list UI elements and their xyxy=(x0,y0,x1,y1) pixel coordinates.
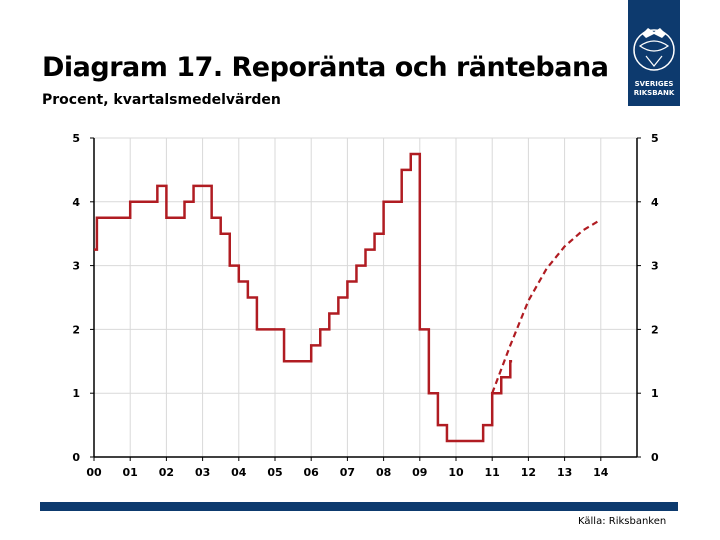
x-tick-label: 00 xyxy=(86,466,102,479)
source-note: Källa: Riksbanken xyxy=(578,516,667,527)
chart-title: Diagram 17. Reporänta och räntebana xyxy=(42,52,609,83)
logo-text-line2: RIKSBANK xyxy=(633,89,675,97)
x-tick-label: 01 xyxy=(123,466,138,479)
x-tick-label: 10 xyxy=(448,466,464,479)
x-tick-label: 03 xyxy=(195,466,210,479)
y-tick-label-right: 3 xyxy=(651,260,659,273)
y-tick-label-left: 3 xyxy=(72,260,80,273)
y-tick-label-left: 4 xyxy=(72,196,80,209)
footer-bar xyxy=(40,502,678,511)
y-tick-label-right: 0 xyxy=(651,451,659,464)
x-tick-label: 06 xyxy=(304,466,320,479)
logo-text-line1: SVERIGES xyxy=(634,80,674,88)
riksbank-logo: SVERIGES RIKSBANK xyxy=(628,0,680,106)
crest-icon xyxy=(633,28,675,71)
y-tick-label-right: 2 xyxy=(651,323,659,336)
x-tick-label: 11 xyxy=(485,466,500,479)
x-tick-label: 02 xyxy=(159,466,174,479)
y-tick-label-left: 2 xyxy=(72,323,80,336)
y-tick-label-left: 1 xyxy=(72,387,80,400)
x-tick-label: 05 xyxy=(267,466,282,479)
x-tick-label: 12 xyxy=(521,466,536,479)
series-line-rantebana xyxy=(491,218,602,394)
y-tick-label-left: 0 xyxy=(72,451,80,464)
chart-grid xyxy=(94,137,637,457)
x-tick-label: 07 xyxy=(340,466,355,479)
chart-subtitle: Procent, kvartalsmedelvärden xyxy=(42,92,281,108)
x-tick-label: 09 xyxy=(412,466,427,479)
x-tick-label: 04 xyxy=(231,466,247,479)
chart-axes xyxy=(93,138,638,458)
series-line-reporanta xyxy=(94,152,513,443)
x-tick-label: 08 xyxy=(376,466,391,479)
y-tick-label-right: 4 xyxy=(651,196,659,209)
x-tick-label: 13 xyxy=(557,466,572,479)
y-tick-label-right: 5 xyxy=(651,132,659,145)
x-tick-label: 14 xyxy=(593,466,609,479)
chart-lines xyxy=(94,152,602,443)
y-tick-label-right: 1 xyxy=(651,387,659,400)
chart-ticks: 0 01 12 23 34 45 500 01 02 03 04 05 06 07 08 09 10 11 12 13… xyxy=(72,132,659,479)
chart-area: 0 01 12 23 34 45 500 01 02 03 04 05 06 07 08 09 10 11 12 13… xyxy=(72,132,659,479)
y-tick-label-left: 5 xyxy=(72,132,80,145)
